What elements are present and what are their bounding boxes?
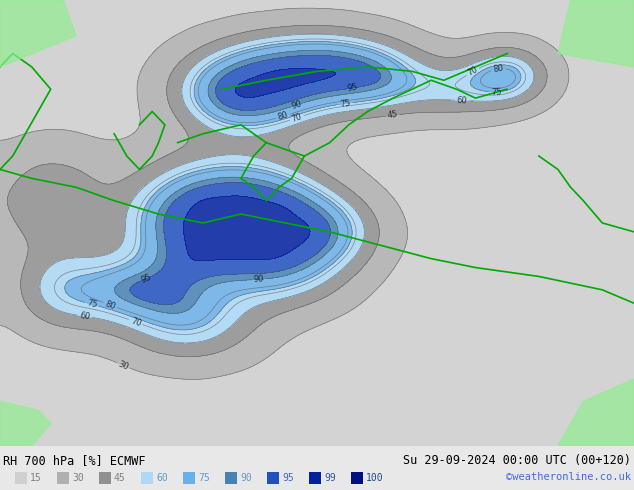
Text: 70: 70 <box>466 65 479 78</box>
FancyBboxPatch shape <box>225 472 237 484</box>
Polygon shape <box>0 0 76 67</box>
Text: 30: 30 <box>72 473 84 483</box>
Text: 90: 90 <box>290 99 303 111</box>
Text: 60: 60 <box>79 311 91 321</box>
Text: ©weatheronline.co.uk: ©weatheronline.co.uk <box>506 472 631 482</box>
Polygon shape <box>558 0 634 67</box>
Text: 90: 90 <box>240 473 252 483</box>
FancyBboxPatch shape <box>183 472 195 484</box>
Text: 75: 75 <box>491 87 501 97</box>
Text: 90: 90 <box>253 274 264 284</box>
Text: 80: 80 <box>276 110 290 122</box>
Text: 99: 99 <box>324 473 336 483</box>
Text: 75: 75 <box>198 473 210 483</box>
Text: RH 700 hPa [%] ECMWF: RH 700 hPa [%] ECMWF <box>3 454 145 467</box>
Text: 95: 95 <box>346 83 358 93</box>
Text: 95: 95 <box>139 272 152 285</box>
Text: 80: 80 <box>493 64 504 74</box>
Text: 45: 45 <box>387 110 398 121</box>
Text: 70: 70 <box>129 316 142 328</box>
Polygon shape <box>0 401 51 446</box>
Text: 75: 75 <box>340 98 351 109</box>
Text: 95: 95 <box>282 473 294 483</box>
Text: 60: 60 <box>456 96 468 105</box>
FancyBboxPatch shape <box>141 472 153 484</box>
Text: 15: 15 <box>30 473 42 483</box>
Text: 100: 100 <box>366 473 384 483</box>
FancyBboxPatch shape <box>57 472 69 484</box>
FancyBboxPatch shape <box>309 472 321 484</box>
Text: 70: 70 <box>290 112 303 124</box>
Text: 30: 30 <box>117 359 130 371</box>
Text: 75: 75 <box>86 298 98 310</box>
Text: 45: 45 <box>114 473 126 483</box>
Text: Su 29-09-2024 00:00 UTC (00+120): Su 29-09-2024 00:00 UTC (00+120) <box>403 454 631 467</box>
FancyBboxPatch shape <box>99 472 111 484</box>
FancyBboxPatch shape <box>267 472 279 484</box>
Text: 80: 80 <box>104 299 117 311</box>
FancyBboxPatch shape <box>15 472 27 484</box>
Text: 60: 60 <box>156 473 168 483</box>
Polygon shape <box>558 379 634 446</box>
FancyBboxPatch shape <box>351 472 363 484</box>
